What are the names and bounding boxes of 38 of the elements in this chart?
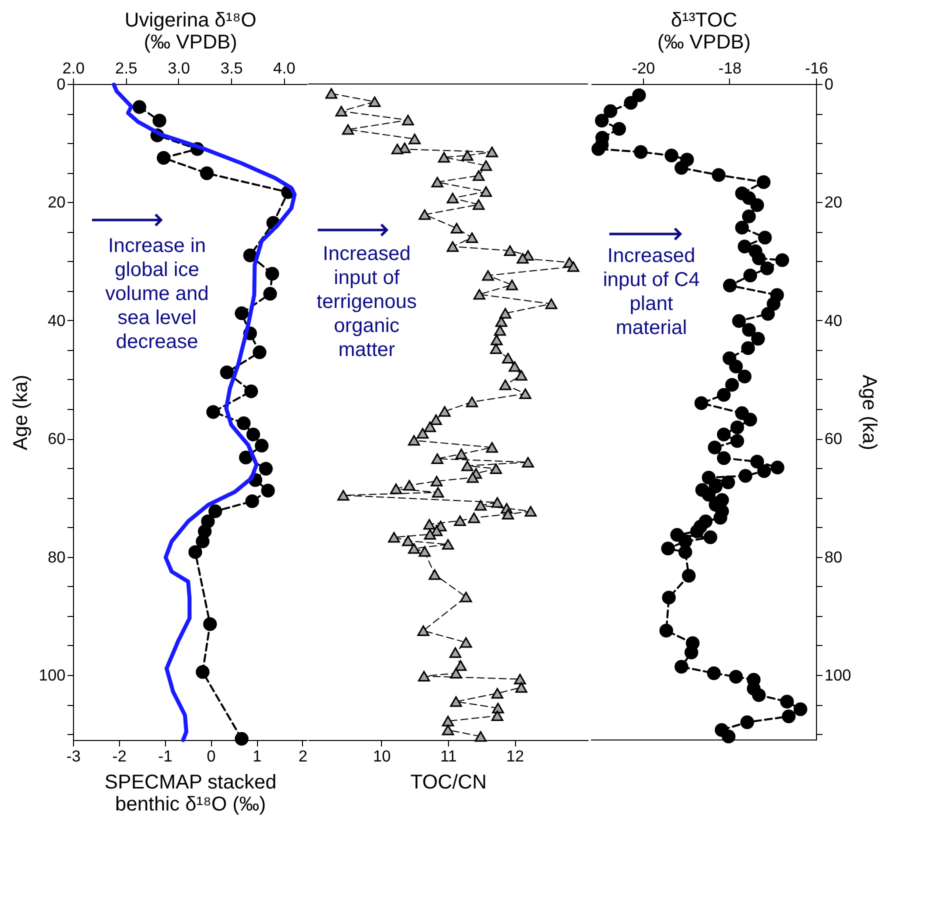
x2-tick-label: 2.5 [115, 60, 138, 78]
x-tick-label: 0 [206, 748, 216, 766]
y-tick-label: 80 [48, 549, 66, 566]
x-tick-label: -2 [112, 748, 127, 766]
y-axis-title: Age (ka) [858, 374, 880, 450]
annotation: Increase in global ice volume and sea level decrease [105, 235, 209, 353]
y-tick-label: 60 [48, 431, 66, 448]
y-tick-label: 100 [824, 667, 852, 684]
y-axis-title: Age (ka) [10, 374, 32, 450]
x-tick-label: 10 [372, 748, 391, 766]
y-tick-label: 100 [38, 667, 66, 684]
x-tick-label: -18 [718, 60, 742, 78]
x-tick-label: 11 [440, 748, 457, 766]
x-tick-label: -20 [632, 60, 656, 78]
x2-tick-label: 3.5 [220, 60, 243, 78]
x-tick-label: -16 [804, 60, 828, 78]
annotation: Increased input of C4 plant material [602, 245, 700, 339]
y-tick-label: 0 [56, 76, 66, 94]
x-axis-title: SPECMAP stacked benthic δ¹⁸O (‰) [104, 772, 276, 816]
y-tick-label: 80 [824, 549, 842, 566]
x-axis-title: δ¹³TOC (‰ VPDB) [657, 10, 751, 54]
y-tick-label: 40 [824, 312, 842, 330]
x-tick-label: -1 [158, 748, 172, 766]
y-tick-label: 0 [824, 76, 834, 94]
x2-tick-label: 2.0 [62, 60, 85, 78]
x2-axis-title: Uvigerina δ¹⁸O (‰ VPDB) [124, 10, 256, 54]
x2-tick-label: 3.0 [168, 60, 190, 78]
x-axis-title: TOC/CN [410, 772, 487, 794]
x-tick-label: -3 [66, 748, 81, 766]
y-tick-label: 20 [824, 194, 842, 212]
annotation: Increased input of terrigenous organic matter [316, 243, 417, 361]
y-tick-label: 40 [48, 312, 66, 330]
x-tick-label: 12 [506, 748, 524, 766]
y-tick-label: 20 [48, 194, 66, 212]
x-tick-label: 1 [252, 748, 262, 766]
x-tick-label: 2 [298, 748, 308, 766]
y-tick-label: 60 [824, 431, 842, 448]
x2-tick-label: 4.0 [273, 60, 296, 78]
